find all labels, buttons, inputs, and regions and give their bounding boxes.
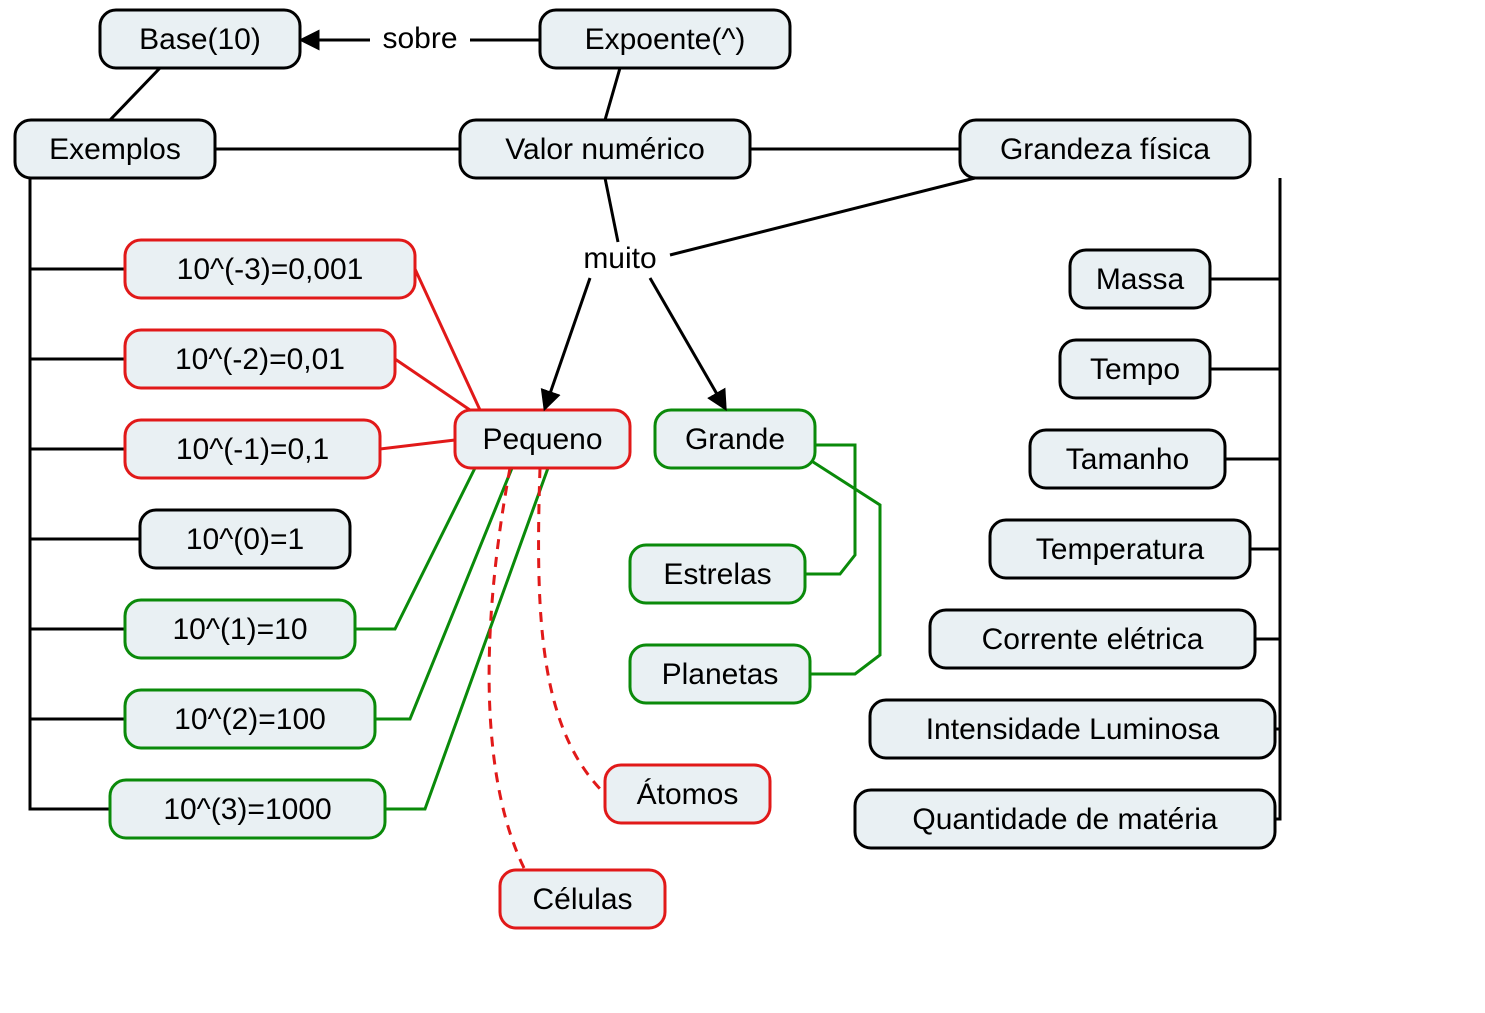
edge [1210, 178, 1280, 369]
edge [380, 440, 455, 449]
node-luminos: Intensidade Luminosa [870, 700, 1275, 758]
node-ex_m2: 10^(-2)=0,01 [125, 330, 395, 388]
node-grandeza: Grandeza física [960, 120, 1250, 178]
edge [539, 468, 605, 794]
node-ex_2: 10^(2)=100 [125, 690, 375, 748]
node-ex_3: 10^(3)=1000 [110, 780, 385, 838]
node-ex_m1: 10^(-1)=0,1 [125, 420, 380, 478]
edge [1255, 178, 1280, 639]
node-quantmat: Quantidade de matéria [855, 790, 1275, 848]
node-label: Temperatura [1036, 533, 1205, 566]
node-label: Tamanho [1066, 443, 1189, 476]
node-label: Corrente elétrica [982, 623, 1204, 656]
node-label: 10^(-3)=0,001 [177, 253, 364, 286]
node-label: Planetas [662, 658, 779, 691]
node-ex_0: 10^(0)=1 [140, 510, 350, 568]
edge [110, 68, 160, 120]
node-base10: Base(10) [100, 10, 300, 68]
concept-map-diagram: Base(10) Expoente(^) Exemplos Valor numéric… [0, 0, 1485, 1013]
node-label: 10^(-2)=0,01 [175, 343, 345, 376]
node-label: Estrelas [663, 558, 771, 591]
node-label: Expoente(^) [585, 23, 746, 56]
node-ex_1: 10^(1)=10 [125, 600, 355, 658]
edge [805, 445, 855, 574]
node-label: Tempo [1090, 353, 1180, 386]
node-atomos: Átomos [605, 765, 770, 823]
node-label: Valor numérico [505, 133, 705, 166]
node-label: 10^(3)=1000 [163, 793, 331, 826]
edge [489, 468, 525, 870]
node-corrente: Corrente elétrica [930, 610, 1255, 668]
edge [1225, 178, 1280, 459]
node-planetas: Planetas [630, 645, 810, 703]
edge [605, 68, 620, 120]
node-tamanho: Tamanho [1030, 430, 1225, 488]
node-label: Grande [685, 423, 785, 456]
node-label: Células [532, 883, 632, 916]
edge [1250, 178, 1280, 549]
edge [30, 178, 125, 449]
node-expoente: Expoente(^) [540, 10, 790, 68]
edge [670, 178, 975, 255]
node-ex_m3: 10^(-3)=0,001 [125, 240, 415, 298]
edge [1210, 178, 1280, 279]
node-label: Exemplos [49, 133, 181, 166]
node-label: Quantidade de matéria [912, 803, 1218, 836]
node-estrelas: Estrelas [630, 545, 805, 603]
node-label: Pequeno [482, 423, 602, 456]
link-label: muito [583, 242, 656, 275]
node-grande: Grande [655, 410, 815, 468]
node-label: 10^(0)=1 [186, 523, 304, 556]
node-label: Átomos [637, 778, 739, 811]
nodes-layer: Base(10) Expoente(^) Exemplos Valor numéric… [15, 10, 1275, 928]
node-label: Intensidade Luminosa [926, 713, 1220, 746]
node-valornum: Valor numérico [460, 120, 750, 178]
edge [30, 178, 125, 269]
node-label: 10^(1)=10 [173, 613, 308, 646]
node-tempo: Tempo [1060, 340, 1210, 398]
edge [30, 178, 110, 809]
node-exemplos: Exemplos [15, 120, 215, 178]
link-label: sobre [382, 22, 457, 55]
node-label: Massa [1096, 263, 1185, 296]
edge [415, 269, 480, 410]
arrow-muito_to_grande [650, 278, 725, 408]
node-celulas: Células [500, 870, 665, 928]
edge [385, 468, 548, 809]
node-label: Base(10) [139, 23, 261, 56]
node-massa: Massa [1070, 250, 1210, 308]
node-label: Grandeza física [1000, 133, 1210, 166]
node-label: 10^(-1)=0,1 [176, 433, 329, 466]
edge [605, 178, 618, 242]
arrow-muito_to_pequeno [545, 278, 590, 408]
edge [30, 178, 125, 629]
node-label: 10^(2)=100 [174, 703, 326, 736]
node-pequeno: Pequeno [455, 410, 630, 468]
node-temperat: Temperatura [990, 520, 1250, 578]
